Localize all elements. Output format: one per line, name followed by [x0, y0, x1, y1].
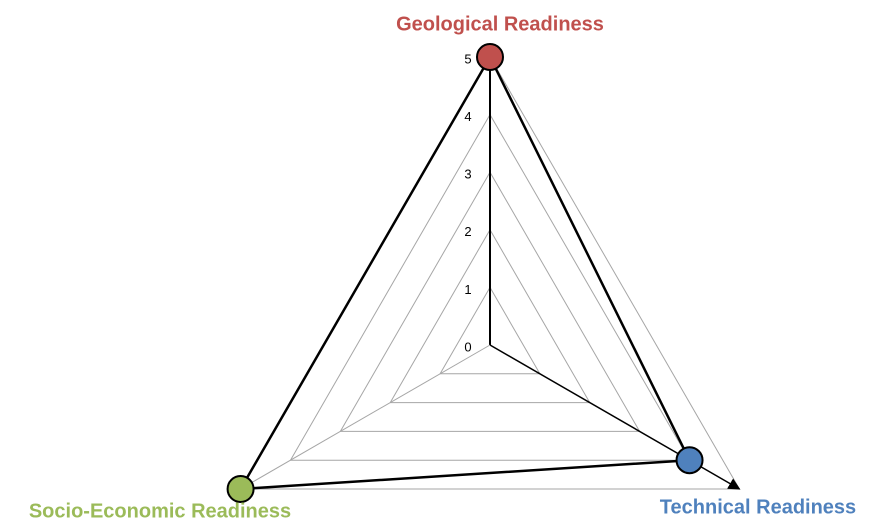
y-tick-label: 1	[464, 282, 471, 297]
grid-line	[439, 286, 541, 375]
data-line	[238, 54, 692, 491]
y-tick-label: 3	[464, 167, 471, 182]
grid-line	[389, 228, 591, 404]
y-tick-label: 4	[464, 109, 471, 124]
category-label: Socio-Economic Readiness	[29, 500, 291, 522]
data-point	[476, 43, 504, 71]
y-tick-label: 5	[464, 51, 471, 66]
grid-line	[289, 113, 691, 461]
data-point	[226, 475, 255, 503]
category-label: Technical Readiness	[660, 496, 856, 518]
axis-line	[489, 344, 741, 490]
grid-line	[339, 171, 641, 432]
y-tick-label: 2	[464, 224, 471, 239]
category-label: Geological Readiness	[396, 13, 604, 35]
data-point	[675, 446, 704, 475]
axis-line	[240, 344, 491, 490]
y-tick-label: 0	[464, 339, 471, 354]
